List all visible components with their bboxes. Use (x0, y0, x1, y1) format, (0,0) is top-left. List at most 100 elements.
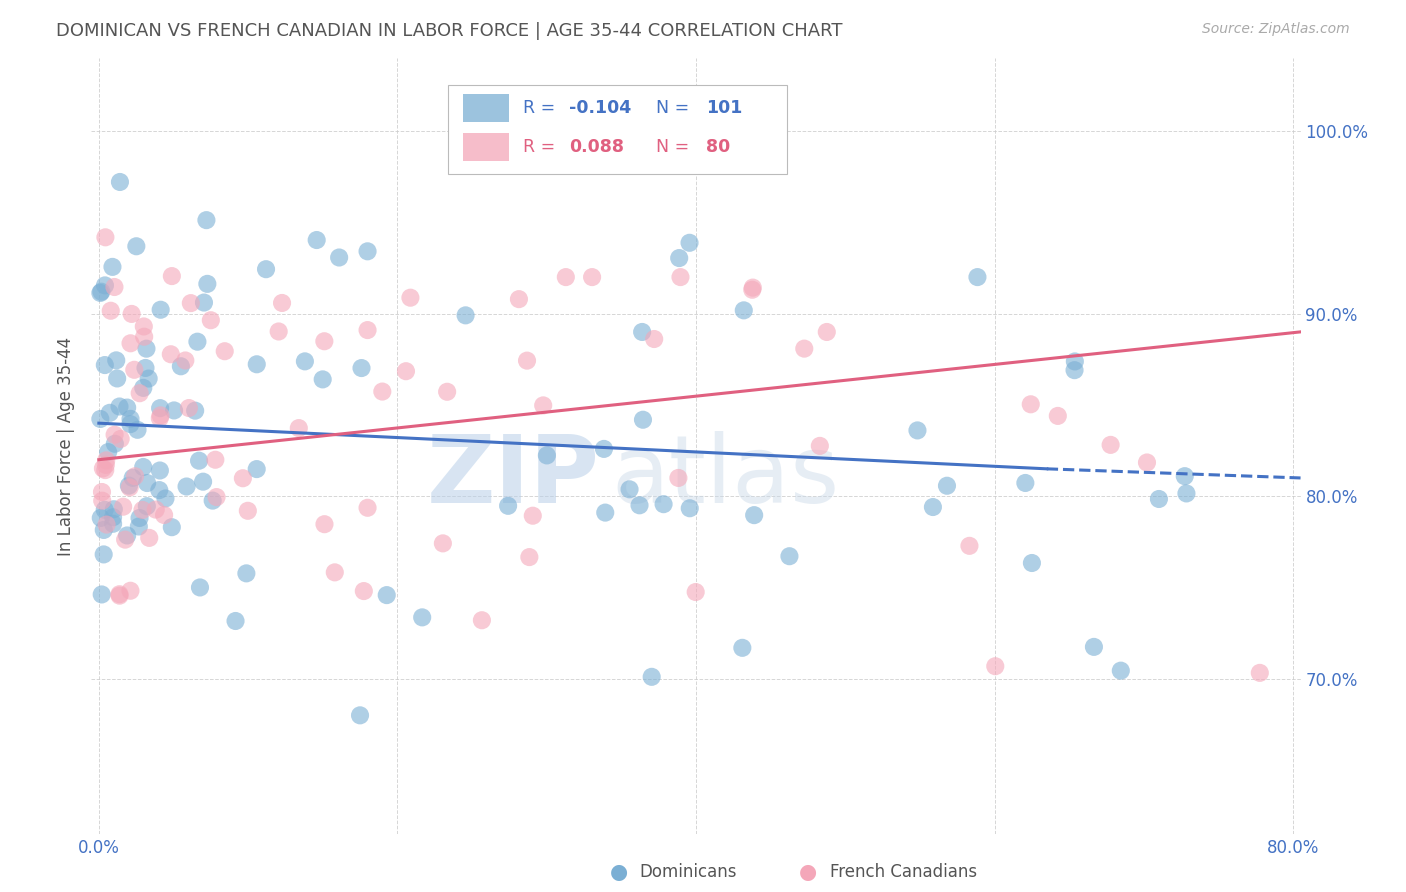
Text: 101: 101 (706, 99, 742, 118)
Point (176, 479, 198, 493)
Point (305, 233, 328, 247)
Point (246, 462, 269, 476)
Point (235, 566, 257, 581)
Point (120, 583, 142, 598)
Point (186, 334, 208, 349)
Point (134, 329, 156, 343)
Point (193, 295, 215, 310)
Point (742, 508, 765, 523)
Point (508, 292, 530, 306)
Text: Dominicans: Dominicans (640, 863, 737, 881)
Point (641, 670, 664, 684)
Bar (463, 95, 509, 122)
Point (643, 332, 665, 346)
Point (246, 357, 269, 371)
Point (105, 353, 128, 368)
Point (124, 469, 146, 483)
Point (128, 386, 150, 401)
Point (124, 363, 146, 377)
Point (984, 659, 1007, 673)
Point (180, 296, 202, 310)
Text: ZIP: ZIP (426, 431, 599, 523)
Point (110, 432, 132, 446)
Point (103, 502, 125, 516)
Point (149, 401, 172, 416)
Point (91, 493, 114, 508)
Point (907, 424, 929, 438)
Point (731, 640, 754, 655)
Point (159, 347, 181, 361)
Point (125, 239, 148, 253)
Point (160, 520, 183, 534)
Text: R =: R = (523, 138, 561, 156)
Point (1147, 491, 1170, 506)
Point (149, 463, 172, 477)
Point (100, 303, 122, 318)
Point (108, 589, 131, 603)
Point (104, 427, 127, 442)
Point (1014, 475, 1036, 490)
Text: DOMINICAN VS FRENCH CANADIAN IN LABOR FORCE | AGE 35-44 CORRELATION CHART: DOMINICAN VS FRENCH CANADIAN IN LABOR FO… (56, 22, 842, 40)
Point (128, 511, 150, 525)
Point (90, 587, 112, 601)
Point (669, 270, 692, 285)
Point (174, 353, 197, 368)
Point (195, 213, 218, 227)
Point (1249, 665, 1271, 680)
Point (778, 549, 800, 564)
Point (98, 406, 121, 420)
Point (90, 511, 112, 525)
Point (628, 498, 651, 512)
Point (1021, 556, 1043, 570)
Point (271, 296, 294, 310)
FancyBboxPatch shape (449, 85, 786, 175)
Point (356, 244, 378, 259)
Point (593, 442, 616, 456)
Point (353, 584, 375, 599)
Point (160, 269, 183, 284)
Point (91, 461, 114, 475)
Text: 80: 80 (706, 138, 730, 156)
Point (395, 364, 418, 378)
Point (132, 381, 155, 395)
Point (153, 508, 176, 522)
Point (93, 523, 115, 537)
Point (93, 548, 115, 562)
Point (349, 708, 371, 723)
Point (815, 325, 838, 339)
Point (288, 421, 311, 435)
Point (1083, 640, 1105, 654)
Point (148, 483, 170, 497)
Point (793, 342, 815, 356)
Point (205, 490, 228, 504)
Point (741, 283, 763, 297)
Point (118, 478, 141, 492)
Point (232, 471, 254, 485)
Point (89, 285, 111, 300)
Point (94, 230, 117, 244)
Point (375, 588, 398, 602)
Point (138, 531, 160, 545)
Point (188, 453, 211, 467)
Point (93, 503, 115, 517)
Point (170, 359, 193, 374)
Point (89, 412, 111, 426)
Point (201, 493, 224, 508)
Point (454, 309, 477, 323)
Point (96, 517, 118, 532)
Point (101, 516, 124, 531)
Point (733, 303, 755, 318)
Point (163, 403, 186, 417)
Point (134, 361, 156, 376)
Point (131, 503, 153, 517)
Point (149, 411, 172, 425)
Point (132, 319, 155, 334)
Point (138, 371, 160, 385)
Point (619, 483, 641, 497)
Point (121, 307, 143, 321)
Point (120, 417, 142, 431)
Point (1109, 664, 1132, 678)
Point (103, 280, 125, 294)
Point (108, 400, 131, 414)
Point (1099, 438, 1122, 452)
